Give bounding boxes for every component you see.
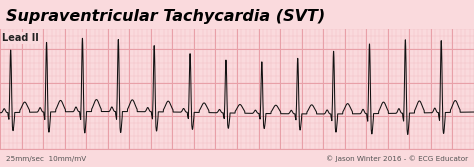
Text: Supraventricular Tachycardia (SVT): Supraventricular Tachycardia (SVT) xyxy=(6,10,325,24)
Text: Lead II: Lead II xyxy=(2,33,39,43)
Text: © Jason Winter 2016 - © ECG Educator: © Jason Winter 2016 - © ECG Educator xyxy=(326,156,468,162)
Text: 25mm/sec  10mm/mV: 25mm/sec 10mm/mV xyxy=(6,156,86,162)
